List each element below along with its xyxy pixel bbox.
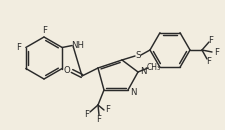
Text: F: F bbox=[105, 105, 110, 113]
Text: O: O bbox=[63, 66, 70, 74]
Text: S: S bbox=[135, 50, 140, 60]
Text: F: F bbox=[96, 115, 101, 124]
Text: F: F bbox=[84, 109, 89, 119]
Text: CH₃: CH₃ bbox=[146, 63, 160, 72]
Text: F: F bbox=[16, 43, 21, 52]
Text: F: F bbox=[206, 57, 211, 66]
Text: N: N bbox=[139, 67, 146, 76]
Text: NH: NH bbox=[70, 41, 83, 50]
Text: F: F bbox=[42, 25, 47, 34]
Text: F: F bbox=[214, 47, 218, 57]
Text: F: F bbox=[208, 35, 213, 44]
Text: N: N bbox=[129, 87, 136, 96]
